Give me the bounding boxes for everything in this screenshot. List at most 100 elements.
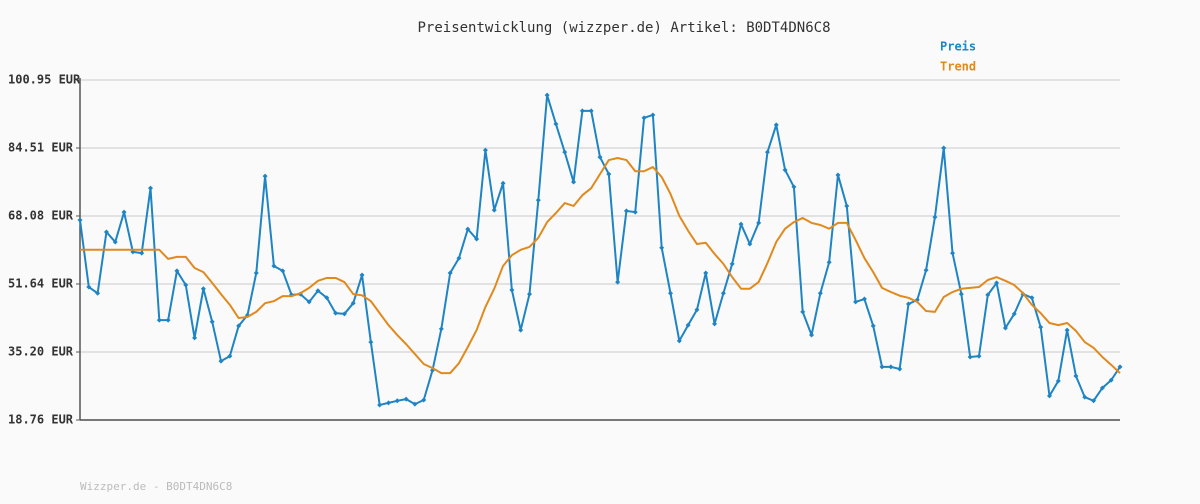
- data-point: [1073, 373, 1079, 379]
- data-point: [844, 203, 850, 209]
- data-point: [403, 396, 409, 402]
- data-point: [773, 122, 779, 128]
- data-point: [932, 214, 938, 220]
- data-point: [712, 321, 718, 327]
- data-point: [474, 236, 480, 242]
- data-point: [324, 295, 330, 301]
- data-point: [377, 402, 383, 408]
- y-tick-label: 100.95 EUR: [8, 73, 81, 87]
- data-point: [77, 217, 83, 223]
- data-point: [676, 338, 682, 344]
- data-point: [853, 299, 859, 305]
- data-point: [465, 226, 471, 232]
- data-point: [200, 286, 206, 292]
- y-tick-label: 51.64 EUR: [8, 276, 74, 290]
- data-point: [218, 358, 224, 364]
- data-point: [703, 270, 709, 276]
- data-point: [165, 317, 171, 323]
- series-line: [80, 156, 1121, 375]
- data-point: [271, 263, 277, 269]
- data-point: [950, 250, 956, 256]
- data-point: [341, 311, 347, 317]
- data-point: [694, 307, 700, 313]
- data-point: [579, 108, 585, 114]
- y-tick-label: 68.08 EUR: [8, 208, 74, 222]
- data-point: [112, 239, 118, 245]
- data-point: [800, 309, 806, 315]
- data-point: [350, 300, 356, 306]
- data-point: [121, 209, 127, 215]
- data-point: [447, 270, 453, 276]
- footer: Wizzper.de - B0DT4DN6C8: [80, 480, 232, 493]
- data-point: [1038, 324, 1044, 330]
- data-point: [1029, 295, 1035, 301]
- data-point: [958, 291, 964, 297]
- data-point: [518, 327, 524, 333]
- data-point: [359, 272, 365, 278]
- data-point: [192, 335, 198, 341]
- data-point: [888, 364, 894, 370]
- data-point: [941, 145, 947, 151]
- data-point: [156, 317, 162, 323]
- data-point: [994, 280, 1000, 286]
- data-point: [588, 108, 594, 114]
- data-point: [526, 291, 532, 297]
- data-point: [826, 259, 832, 265]
- data-point: [606, 171, 612, 177]
- data-point: [905, 301, 911, 307]
- data-point: [174, 268, 180, 274]
- data-point: [456, 255, 462, 261]
- data-point: [253, 270, 259, 276]
- data-point: [1002, 325, 1008, 331]
- data-point: [1099, 385, 1105, 391]
- y-tick-label: 35.20 EUR: [8, 344, 74, 358]
- data-point: [509, 287, 515, 293]
- y-tick-label: 18.76 EUR: [8, 413, 74, 427]
- data-point: [306, 299, 312, 305]
- data-point: [148, 185, 154, 191]
- data-point: [236, 323, 242, 329]
- data-point: [482, 147, 488, 153]
- data-point: [897, 366, 903, 372]
- data-point: [668, 290, 674, 296]
- data-point: [782, 167, 788, 173]
- data-point: [817, 290, 823, 296]
- data-point: [1082, 394, 1088, 400]
- data-point: [747, 241, 753, 247]
- data-point: [791, 184, 797, 190]
- data-point: [95, 290, 101, 296]
- data-point: [809, 332, 815, 338]
- data-point: [659, 245, 665, 251]
- data-point: [535, 197, 541, 203]
- data-point: [394, 398, 400, 404]
- data-point: [491, 207, 497, 213]
- data-point: [553, 121, 559, 127]
- data-point: [562, 149, 568, 155]
- data-point: [685, 322, 691, 328]
- data-point: [571, 179, 577, 185]
- data-point: [544, 92, 550, 98]
- data-point: [632, 209, 638, 215]
- data-point: [985, 292, 991, 298]
- data-point: [615, 279, 621, 285]
- data-point: [412, 401, 418, 407]
- data-point: [209, 319, 215, 325]
- data-point: [1011, 311, 1017, 317]
- data-point: [368, 339, 374, 345]
- legend-label: Preis: [940, 40, 976, 54]
- data-point: [650, 112, 656, 118]
- data-point: [139, 250, 145, 256]
- data-point: [1117, 364, 1123, 370]
- data-point: [183, 282, 189, 288]
- data-point: [870, 323, 876, 329]
- data-point: [438, 326, 444, 332]
- data-point: [385, 400, 391, 406]
- chart-title: Preisentwicklung (wizzper.de) Artikel: B…: [417, 20, 830, 36]
- data-point: [227, 353, 233, 359]
- data-point: [103, 229, 109, 235]
- y-tick-label: 84.51 EUR: [8, 141, 74, 155]
- data-point: [500, 180, 506, 186]
